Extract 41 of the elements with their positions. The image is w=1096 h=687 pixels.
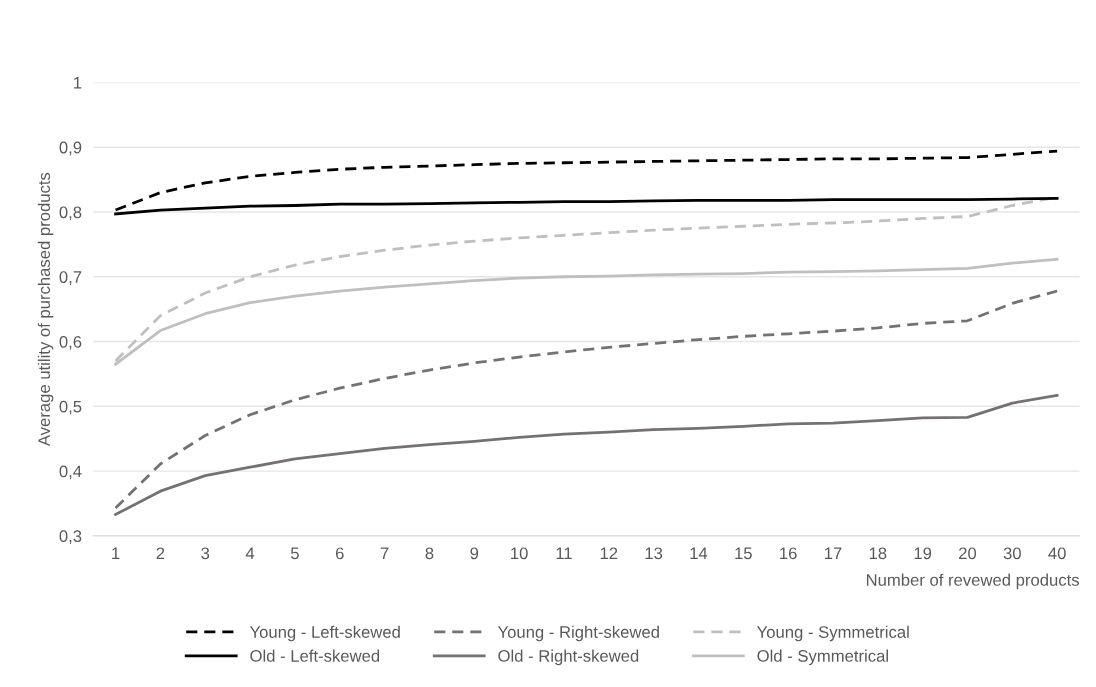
x-tick-label: 7 [380, 547, 389, 560]
y-axis-title: Average utility of purchased products [37, 172, 54, 447]
x-tick-label: 10 [511, 547, 528, 560]
x-tick-label: 3 [201, 547, 210, 560]
y-tick-label: 1 [74, 77, 82, 89]
y-tick-label: 0,8 [59, 206, 82, 221]
x-tick-label: 20 [959, 547, 977, 560]
x-tick-label: 6 [335, 547, 344, 560]
x-tick-label: 12 [600, 547, 618, 560]
x-tick-label: 14 [690, 547, 708, 560]
x-tick-label: 9 [470, 547, 479, 560]
x-tick-label: 40 [1048, 547, 1066, 560]
x-tick-label: 11 [556, 547, 572, 560]
x-tick-label: 18 [869, 547, 887, 560]
x-tick-label: 4 [245, 547, 255, 560]
x-tick-label: 19 [914, 547, 932, 560]
legend-label: Young - Left-skewed [249, 625, 400, 642]
x-tick-label: 15 [735, 547, 752, 560]
x-tick-label: 30 [1003, 547, 1021, 560]
y-tick-label: 0,4 [59, 465, 82, 480]
y-tick-label: 0,5 [59, 400, 82, 415]
x-tick-label: 16 [780, 547, 797, 560]
x-tick-label: 17 [824, 547, 842, 560]
x-tick-label: 13 [645, 547, 663, 560]
x-tick-label: 1 [112, 547, 120, 560]
x-tick-label: 2 [156, 547, 165, 560]
x-axis-title: Number of revewed products [866, 573, 1079, 590]
y-tick-label: 0,9 [59, 141, 82, 156]
line-series [114, 149, 1059, 212]
legend-label: Old - Right-skewed [498, 649, 639, 666]
x-tick-label: 5 [290, 547, 299, 560]
y-tick-label: 0,6 [59, 335, 82, 350]
legend-label: Old - Symmetrical [757, 649, 888, 666]
y-tick-label: 0,3 [59, 530, 82, 545]
y-tick-label: 0,7 [59, 271, 82, 285]
legend-label: Young - Right-skewed [497, 625, 659, 642]
x-tick-label: 8 [425, 547, 434, 560]
line-series [114, 393, 1059, 516]
legend-label: Young - Symmetrical [757, 625, 909, 642]
legend-label: Old - Left-skewed [250, 649, 380, 662]
line-series [114, 289, 1059, 510]
